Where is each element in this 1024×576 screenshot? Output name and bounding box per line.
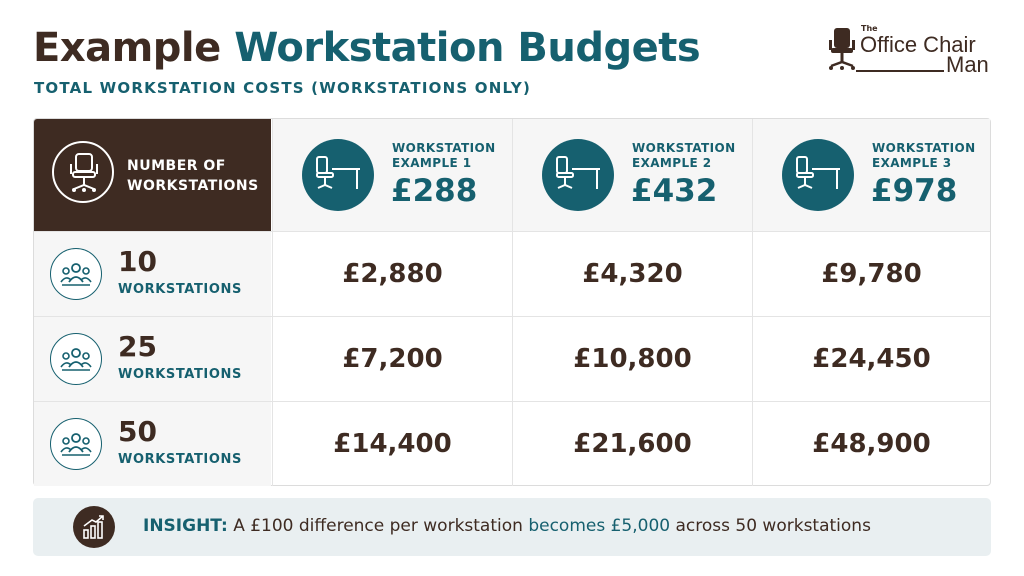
table-cell: £14,400 xyxy=(272,402,512,486)
table-cell: £2,880 xyxy=(272,232,512,316)
title-part-2: Workstation Budgets xyxy=(234,25,701,71)
column-icon-circle xyxy=(542,139,614,211)
table-cell: £7,200 xyxy=(272,317,512,401)
insight-text: INSIGHT: A £100 difference per workstati… xyxy=(143,516,871,536)
table-row: 10 WORKSTATIONS £2,880 £4,320 £9,780 xyxy=(34,231,990,316)
row-header: 10 WORKSTATIONS xyxy=(34,232,271,316)
insight-banner: INSIGHT: A £100 difference per workstati… xyxy=(33,498,991,556)
insight-text-part-2: across 50 workstations xyxy=(675,516,871,536)
row-icon-circle xyxy=(50,333,102,385)
row-icon-circle xyxy=(50,248,102,300)
column-icon-circle xyxy=(782,139,854,211)
row-header: 50 WORKSTATIONS xyxy=(34,402,271,486)
table-cell: £4,320 xyxy=(512,232,752,316)
column-price: £432 xyxy=(631,173,718,209)
table-cell: £24,450 xyxy=(752,317,990,401)
column-price: £978 xyxy=(871,173,958,209)
people-group-icon xyxy=(60,348,92,371)
column-price: £288 xyxy=(391,173,478,209)
table-cell: £48,900 xyxy=(752,402,990,486)
chair-desk-icon xyxy=(556,156,600,189)
row-header: 25 WORKSTATIONS xyxy=(34,317,271,401)
row-count: 25 xyxy=(118,330,157,363)
title-part-1: Example xyxy=(33,25,221,71)
table-cell: £9,780 xyxy=(752,232,990,316)
row-count: 50 xyxy=(118,415,157,448)
logo-main-text: Office Chair xyxy=(860,32,976,57)
column-icon-circle xyxy=(302,139,374,211)
chair-desk-icon xyxy=(796,156,840,189)
column-header-example-3: WORKSTATION EXAMPLE 3 £978 xyxy=(752,119,990,231)
row-count-label: WORKSTATIONS xyxy=(118,367,242,382)
logo-underline xyxy=(856,70,944,72)
page-title: Example Workstation Budgets xyxy=(33,22,701,74)
page-subtitle: TOTAL WORKSTATION COSTS (WORKSTATIONS ON… xyxy=(34,79,532,97)
brand-logo: The Office Chair Man xyxy=(826,22,996,78)
people-group-icon xyxy=(60,263,92,286)
office-chair-icon xyxy=(829,28,855,70)
row-icon-circle xyxy=(50,418,102,470)
column-label: WORKSTATION EXAMPLE 2 xyxy=(632,141,736,170)
logo-man-text: Man xyxy=(946,52,989,77)
insight-highlight: becomes £5,000 xyxy=(528,516,671,536)
bar-chart-growth-icon xyxy=(83,515,104,539)
row-count: 10 xyxy=(118,245,157,278)
office-chair-icon xyxy=(70,153,98,192)
budget-table: NUMBER OF WORKSTATIONS WORKSTATION EXAMP… xyxy=(33,118,991,486)
chair-desk-icon xyxy=(316,156,360,189)
table-row: 25 WORKSTATIONS £7,200 £10,800 £24,450 xyxy=(34,316,990,401)
table-row: 50 WORKSTATIONS £14,400 £21,600 £48,900 xyxy=(34,401,990,486)
row-count-label: WORKSTATIONS xyxy=(118,452,242,467)
row-count-label: WORKSTATIONS xyxy=(118,282,242,297)
table-cell: £10,800 xyxy=(512,317,752,401)
logo-the: The xyxy=(861,24,878,33)
table-cell: £21,600 xyxy=(512,402,752,486)
people-group-icon xyxy=(60,433,92,456)
insight-icon-circle xyxy=(73,506,115,548)
corner-label: NUMBER OF WORKSTATIONS xyxy=(127,158,259,194)
column-header-example-1: WORKSTATION EXAMPLE 1 £288 xyxy=(272,119,512,231)
column-header-example-2: WORKSTATION EXAMPLE 2 £432 xyxy=(512,119,752,231)
corner-icon-circle xyxy=(52,141,114,203)
column-label: WORKSTATION EXAMPLE 3 xyxy=(872,141,976,170)
insight-label: INSIGHT: xyxy=(143,516,228,536)
corner-header: NUMBER OF WORKSTATIONS xyxy=(34,119,271,231)
insight-text-part-1: A £100 difference per workstation xyxy=(233,516,523,536)
column-label: WORKSTATION EXAMPLE 1 xyxy=(392,141,496,170)
